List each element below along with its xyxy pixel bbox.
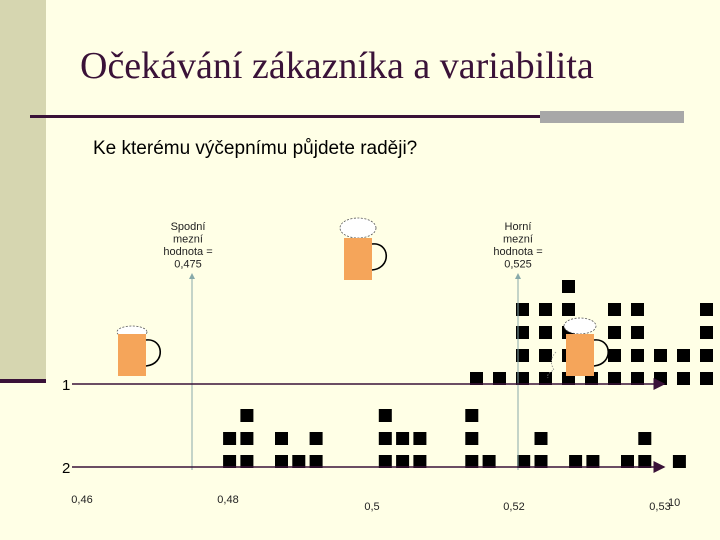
data-marker [608,372,621,385]
axis-tick-labels: 0,46 0,48 0,5 0,52 0,53 [71,494,670,513]
data-marker [378,455,392,468]
row-2-label: 2 [62,460,70,477]
data-marker [516,326,529,339]
lower-limit-label: Spodní mezní hodnota = 0,475 [163,221,212,271]
data-marker [586,455,600,468]
data-marker [309,455,323,468]
data-marker [539,303,552,316]
data-marker [413,432,427,445]
data-marker [677,349,690,362]
data-marker [608,326,621,339]
data-marker [309,432,323,445]
data-marker [378,432,392,445]
data-marker [413,455,427,468]
data-marker [292,455,306,468]
beer-mug-right-icon [547,317,609,379]
data-marker [240,455,254,468]
data-marker [677,372,690,385]
data-marker [517,455,531,468]
data-marker [275,455,288,468]
data-marker [534,432,548,445]
data-marker [240,409,254,422]
data-marker [493,372,506,385]
data-marker [516,349,529,362]
data-marker [569,455,583,468]
row-1-label: 1 [62,377,70,394]
data-marker [638,432,652,445]
left-accent-bar [0,0,46,380]
data-marker [654,372,667,385]
data-marker [700,326,713,339]
axis-tick-label: 0,46 [71,494,92,506]
data-markers [223,280,713,468]
data-marker [700,303,713,316]
data-marker [539,326,552,339]
data-marker [700,372,713,385]
page-number: 10 [668,497,680,509]
data-marker [470,372,483,385]
data-marker [240,432,254,445]
upper-limit-label: Horní mezní hodnota = 0,525 [493,221,542,271]
data-marker [631,303,644,316]
data-marker [396,432,410,445]
beer-mug-left-icon [116,325,161,376]
data-marker [482,455,496,468]
data-marker [608,349,621,362]
data-marker [539,349,552,362]
page-title: Očekávání zákazníka a variabilita [80,45,594,87]
axis-tick-label: 0,53 [649,501,670,513]
data-marker [223,432,237,445]
data-marker [516,303,529,316]
axis-tick-label: 0,5 [364,501,379,513]
data-marker [638,455,652,468]
data-marker [516,372,529,385]
data-marker [275,432,288,445]
data-marker [700,349,713,362]
data-marker [396,455,410,468]
title-rule-accent [540,111,684,123]
question-text: Ke kterému výčepnímu půjdete raději? [93,138,418,159]
data-marker [631,326,644,339]
data-marker [608,303,621,316]
data-marker [465,409,479,422]
data-marker [562,280,575,293]
data-marker [654,349,667,362]
data-marker [539,372,552,385]
data-marker [223,455,237,468]
data-marker [562,303,575,316]
title-rule [30,115,540,118]
axis-tick-label: 0,48 [217,494,238,506]
data-marker [378,409,392,422]
data-marker [534,455,548,468]
data-marker [621,455,634,468]
beer-mug-center-icon [339,217,387,280]
data-marker [465,455,479,468]
data-marker [631,372,644,385]
data-marker [631,349,644,362]
axis-tick-label: 0,52 [503,501,524,513]
left-accent-line [0,379,46,383]
data-marker [465,432,479,445]
data-marker [672,455,686,468]
